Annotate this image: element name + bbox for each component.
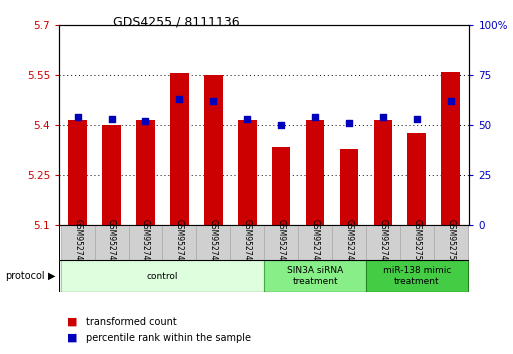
Text: control: control [147,272,178,281]
Bar [61,260,264,292]
Bar [340,149,358,225]
Point [243,116,251,122]
Text: GSM952744: GSM952744 [310,219,320,266]
Bar [441,72,460,225]
Point [107,116,115,122]
Text: ■: ■ [67,317,77,327]
Bar [230,225,264,260]
Point [209,98,218,104]
Bar [170,73,189,225]
Text: GSM952742: GSM952742 [141,219,150,266]
Bar [264,225,298,260]
Bar [332,225,366,260]
Bar [204,75,223,225]
Point [73,114,82,120]
Bar [68,120,87,225]
Point [447,98,455,104]
Text: GSM952750: GSM952750 [412,219,421,266]
Bar [129,225,163,260]
Text: GSM952746: GSM952746 [175,219,184,266]
Bar [264,260,366,292]
Text: protocol: protocol [5,271,45,281]
Bar [407,133,426,225]
Text: GSM952745: GSM952745 [345,219,353,266]
Text: GSM952740: GSM952740 [73,219,82,266]
Point [379,114,387,120]
Point [277,122,285,127]
Bar [434,225,468,260]
Text: SIN3A siRNA
treatment: SIN3A siRNA treatment [287,267,343,286]
Bar [373,120,392,225]
Text: GDS4255 / 8111136: GDS4255 / 8111136 [113,16,240,29]
Point [142,118,150,124]
Text: transformed count: transformed count [86,317,177,327]
Bar [400,225,434,260]
Text: GSM952741: GSM952741 [107,219,116,266]
Bar [136,120,155,225]
Bar [61,225,94,260]
Text: GSM952748: GSM952748 [243,219,252,266]
Bar [366,260,468,292]
Bar [272,148,290,225]
Bar [163,225,196,260]
Text: ■: ■ [67,333,77,343]
Bar [306,120,324,225]
Point [345,120,353,126]
Text: ▶: ▶ [48,271,55,281]
Point [413,116,421,122]
Text: GSM952747: GSM952747 [209,219,218,266]
Point [311,114,319,120]
Text: percentile rank within the sample: percentile rank within the sample [86,333,251,343]
Bar [102,125,121,225]
Text: miR-138 mimic
treatment: miR-138 mimic treatment [383,267,451,286]
Bar [94,225,129,260]
Bar [196,225,230,260]
Text: GSM952751: GSM952751 [446,219,455,266]
Bar [298,225,332,260]
Text: GSM952743: GSM952743 [277,219,286,266]
Text: GSM952749: GSM952749 [379,219,387,266]
Point [175,96,184,102]
Bar [366,225,400,260]
Bar [238,120,256,225]
